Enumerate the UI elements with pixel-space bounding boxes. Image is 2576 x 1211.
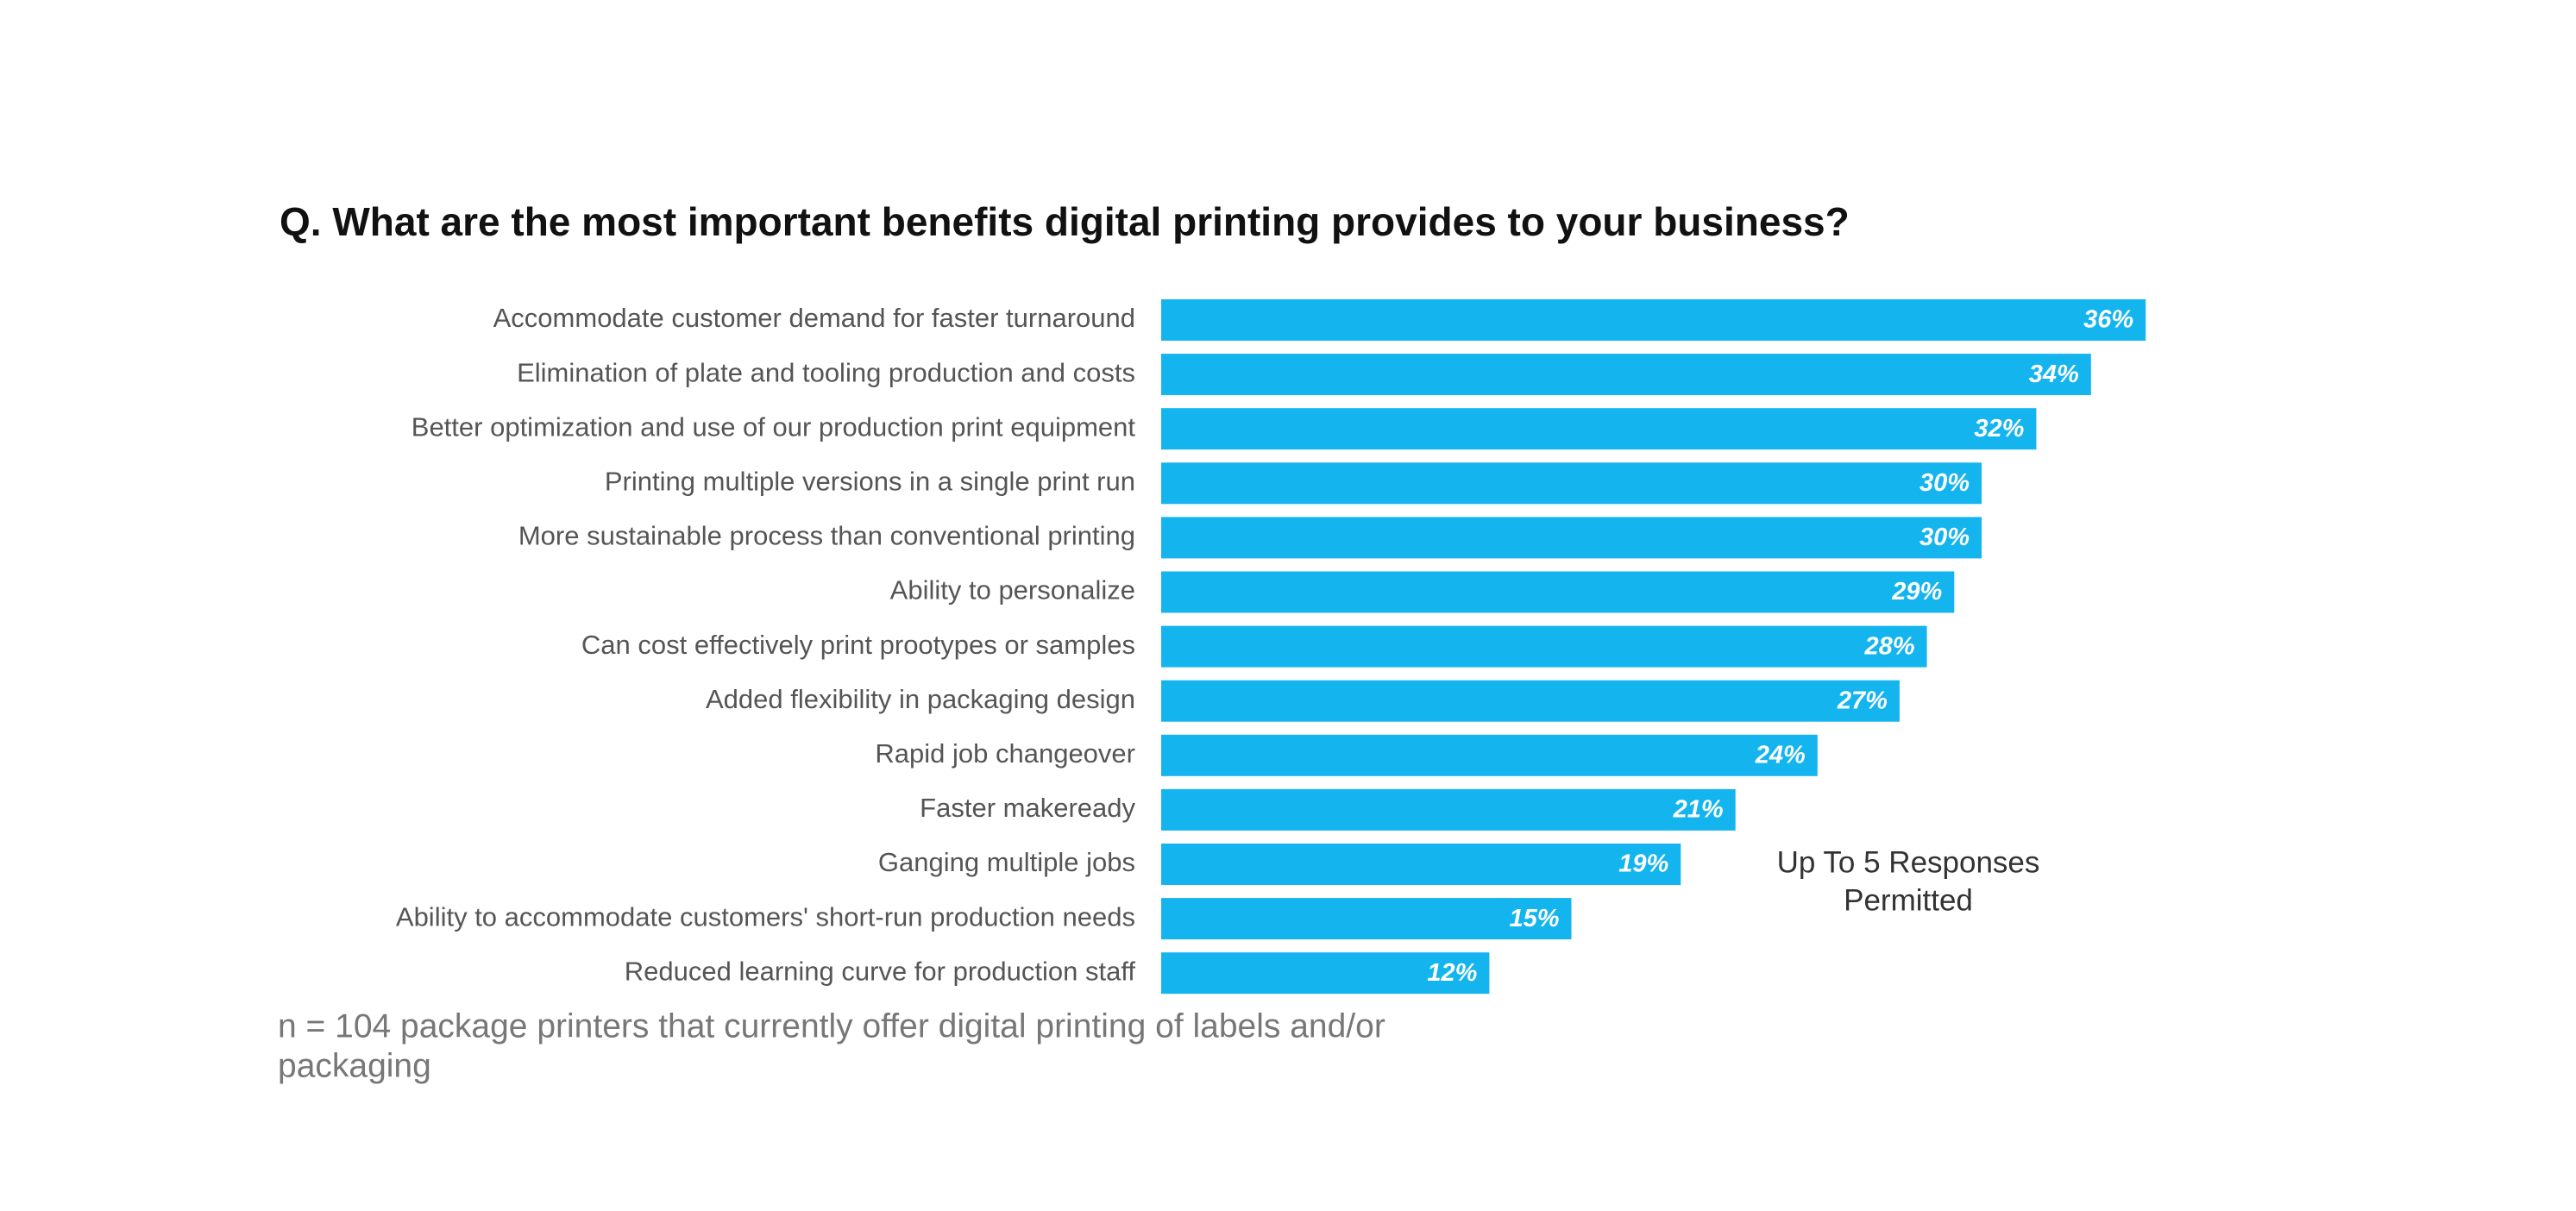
bar	[1161, 734, 1818, 776]
footnote: packaging	[278, 1047, 431, 1084]
bar	[1161, 898, 1572, 940]
category-label: Ability to personalize	[890, 575, 1135, 606]
value-label: 21%	[1673, 796, 1724, 824]
category-label: Reduced learning curve for production st…	[625, 956, 1136, 986]
category-label: Ganging multiple jobs	[878, 847, 1135, 877]
bar	[1161, 680, 1900, 722]
bar	[1161, 299, 2146, 341]
value-label: 19%	[1618, 850, 1668, 878]
category-label: Added flexibility in packaging design	[706, 684, 1135, 714]
bar	[1161, 788, 1736, 831]
bar	[1161, 354, 2091, 396]
annotation: Up To 5 Responses	[1777, 845, 2040, 879]
value-label: 15%	[1509, 905, 1559, 932]
value-label: 12%	[1427, 959, 1477, 987]
category-label: Better optimization and use of our produ…	[412, 411, 1136, 442]
bar	[1161, 517, 1982, 559]
footnote: n = 104 package printers that currently …	[278, 1007, 1385, 1045]
category-label: Faster makeready	[920, 793, 1135, 823]
category-label: Ability to accommodate customers' short-…	[396, 901, 1135, 932]
category-label: More sustainable process than convention…	[518, 521, 1135, 551]
value-label: 32%	[1974, 415, 2024, 442]
bar	[1161, 625, 1927, 668]
category-label: Rapid job changeover	[875, 738, 1135, 769]
value-label: 24%	[1755, 741, 1806, 769]
value-label: 34%	[2029, 361, 2079, 388]
bar	[1161, 462, 1982, 505]
value-label: 29%	[1891, 578, 1942, 606]
bar	[1161, 408, 2037, 450]
bar	[1161, 952, 1490, 995]
value-label: 30%	[1919, 524, 1970, 551]
bar	[1161, 571, 1955, 613]
category-label: Accommodate customer demand for faster t…	[493, 303, 1135, 333]
value-label: 28%	[1864, 632, 1915, 660]
value-label: 36%	[2083, 306, 2133, 334]
value-label: 27%	[1837, 687, 1888, 714]
annotation: Permitted	[1844, 883, 1973, 917]
category-label: Elimination of plate and tooling product…	[517, 357, 1135, 387]
category-label: Can cost effectively print prootypes or …	[581, 630, 1135, 660]
value-label: 30%	[1919, 469, 1970, 497]
bar	[1161, 844, 1681, 885]
chart-title: Q. What are the most important benefits …	[280, 199, 1850, 244]
category-label: Printing multiple versions in a single p…	[605, 466, 1135, 496]
